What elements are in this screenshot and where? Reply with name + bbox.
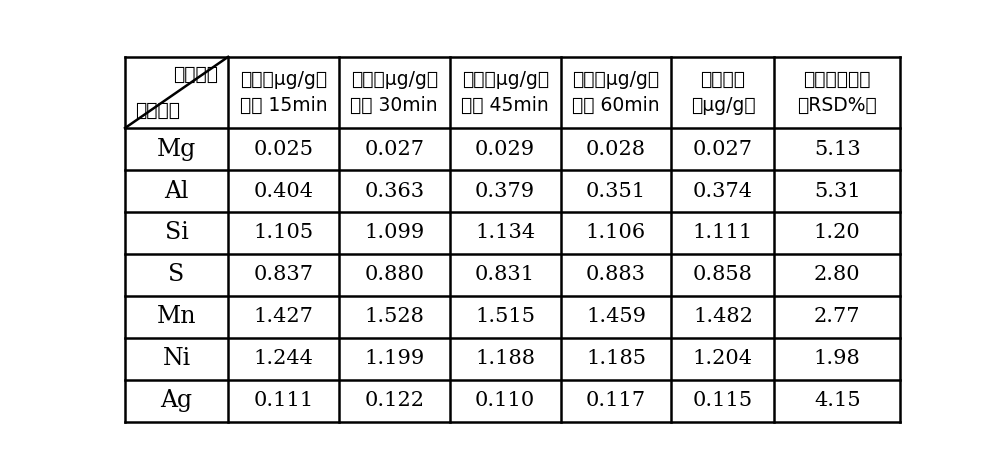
Text: S: S (168, 264, 185, 286)
Text: 含量（μg/g）
测试 15min: 含量（μg/g） 测试 15min (240, 70, 327, 115)
Text: 0.379: 0.379 (475, 182, 535, 201)
Text: 杂质元素: 杂质元素 (135, 101, 180, 120)
Text: 0.363: 0.363 (364, 182, 424, 201)
Text: 0.117: 0.117 (586, 392, 646, 410)
Text: 0.831: 0.831 (475, 265, 535, 284)
Text: 0.404: 0.404 (253, 182, 313, 201)
Text: 5.13: 5.13 (814, 139, 861, 158)
Text: Mg: Mg (157, 137, 196, 161)
Text: 1.515: 1.515 (475, 308, 535, 327)
Text: 5.31: 5.31 (814, 182, 861, 201)
Text: 1.459: 1.459 (586, 308, 646, 327)
Text: 4.15: 4.15 (814, 392, 861, 410)
Text: 1.106: 1.106 (586, 223, 646, 243)
Text: 1.185: 1.185 (586, 349, 646, 368)
Text: 0.028: 0.028 (586, 139, 646, 158)
Text: 1.528: 1.528 (364, 308, 424, 327)
Text: 1.427: 1.427 (254, 308, 313, 327)
Text: 1.199: 1.199 (364, 349, 424, 368)
Text: 0.883: 0.883 (586, 265, 646, 284)
Text: 0.029: 0.029 (475, 139, 535, 158)
Text: 0.110: 0.110 (475, 392, 535, 410)
Text: 杂质含量: 杂质含量 (173, 65, 218, 84)
Text: 0.351: 0.351 (586, 182, 646, 201)
Text: 1.244: 1.244 (254, 349, 313, 368)
Text: Mn: Mn (157, 305, 196, 328)
Text: 0.374: 0.374 (693, 182, 753, 201)
Text: 0.837: 0.837 (253, 265, 313, 284)
Text: 0.880: 0.880 (364, 265, 424, 284)
Text: 平均含量
（μg/g）: 平均含量 （μg/g） (691, 70, 755, 115)
Text: 含量（μg/g）
测试 45min: 含量（μg/g） 测试 45min (461, 70, 549, 115)
Text: 1.204: 1.204 (693, 349, 753, 368)
Text: Si: Si (165, 221, 188, 245)
Text: 1.105: 1.105 (253, 223, 314, 243)
Text: 0.027: 0.027 (693, 139, 753, 158)
Text: 0.115: 0.115 (693, 392, 753, 410)
Text: 1.099: 1.099 (364, 223, 424, 243)
Text: 1.188: 1.188 (475, 349, 535, 368)
Text: 0.025: 0.025 (253, 139, 313, 158)
Text: 1.482: 1.482 (693, 308, 753, 327)
Text: 1.134: 1.134 (475, 223, 535, 243)
Text: 0.027: 0.027 (364, 139, 424, 158)
Text: 0.122: 0.122 (364, 392, 424, 410)
Text: 含量（μg/g）
测试 60min: 含量（μg/g） 测试 60min (572, 70, 660, 115)
Text: 1.20: 1.20 (814, 223, 861, 243)
Text: 相对标准偏差
（RSD%）: 相对标准偏差 （RSD%） (797, 70, 877, 115)
Text: Al: Al (164, 180, 189, 202)
Text: 1.98: 1.98 (814, 349, 861, 368)
Text: 2.77: 2.77 (814, 308, 860, 327)
Text: 含量（μg/g）
测试 30min: 含量（μg/g） 测试 30min (351, 70, 438, 115)
Text: 2.80: 2.80 (814, 265, 861, 284)
Text: 0.111: 0.111 (253, 392, 314, 410)
Text: 1.111: 1.111 (693, 223, 753, 243)
Text: Ni: Ni (162, 347, 191, 370)
Text: Ag: Ag (160, 389, 193, 412)
Text: 0.858: 0.858 (693, 265, 753, 284)
